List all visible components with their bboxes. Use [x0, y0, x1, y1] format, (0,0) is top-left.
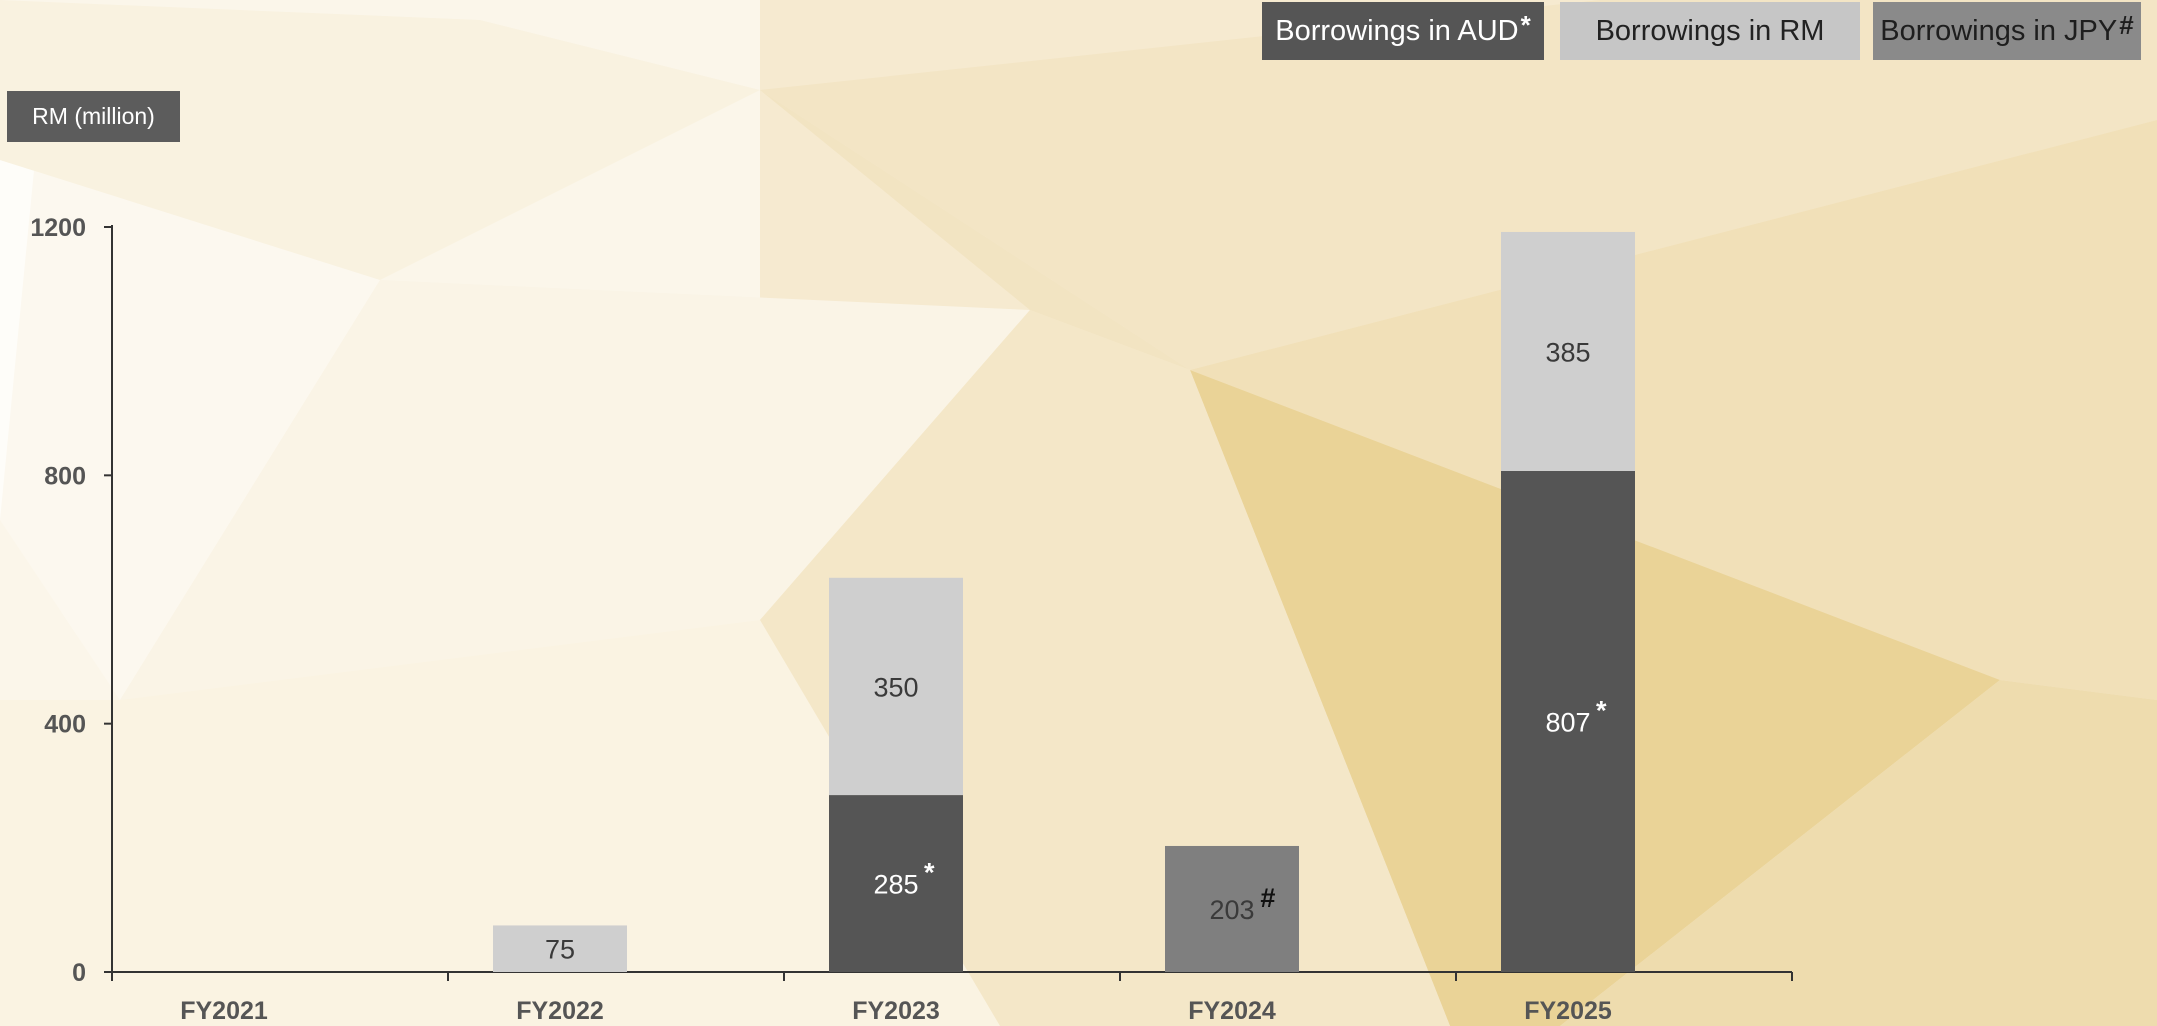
data-label: 350 — [873, 672, 918, 702]
bar-rm — [829, 577, 963, 796]
legend-item-jpy: Borrowings in JPY # — [1873, 2, 2141, 60]
data-label: 807 — [1545, 707, 1590, 737]
x-tick-label: FY2023 — [852, 997, 940, 1025]
y-tick-label: 0 — [72, 959, 86, 987]
legend-marker-hash: # — [2119, 9, 2134, 40]
legend-label-jpy: Borrowings in JPY — [1880, 14, 2118, 47]
legend-marker-asterisk: * — [1520, 9, 1531, 40]
y-tick-label: 800 — [44, 462, 86, 490]
legend-label-rm: Borrowings in RM — [1595, 14, 1825, 47]
y-tick-label: 400 — [44, 711, 86, 739]
bar-aud — [829, 795, 963, 972]
bar-rm — [1501, 231, 1635, 471]
data-label-marker: * — [1596, 695, 1607, 725]
x-tick-label: FY2022 — [516, 997, 604, 1025]
x-tick-label: FY2025 — [1524, 997, 1612, 1025]
bar-rm — [493, 925, 627, 972]
y-tick-label: 1200 — [30, 214, 86, 242]
legend-item-rm: Borrowings in RM — [1560, 2, 1860, 60]
legend-item-aud: Borrowings in AUD * — [1262, 2, 1544, 60]
data-label: 75 — [545, 935, 575, 965]
x-tick-label: FY2024 — [1188, 997, 1276, 1025]
data-label: 285 — [873, 870, 918, 900]
data-label-marker: # — [1260, 883, 1275, 913]
x-tick-label: FY2021 — [180, 997, 268, 1025]
bar-aud — [1501, 470, 1635, 972]
legend-label-aud: Borrowings in AUD — [1275, 14, 1519, 47]
data-label: 203 — [1209, 895, 1254, 925]
data-label-marker: * — [924, 858, 935, 888]
bar-jpy — [1165, 845, 1299, 972]
unit-label: RM (million) — [7, 91, 180, 142]
data-label: 385 — [1545, 337, 1590, 367]
